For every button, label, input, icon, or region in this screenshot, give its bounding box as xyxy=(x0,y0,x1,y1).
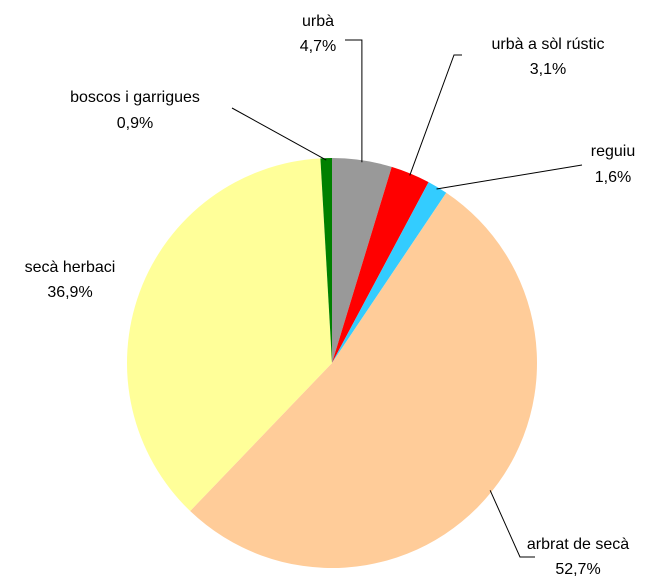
pie-slice xyxy=(332,182,447,363)
slice-value-label: 52,7% xyxy=(555,561,600,578)
leader-line xyxy=(489,490,535,558)
slice-label: boscos i garrigues xyxy=(70,89,200,106)
leader-line xyxy=(409,54,462,176)
slice-value-label: 36,9% xyxy=(47,284,92,301)
slice-label: urbà xyxy=(302,13,334,30)
pie-slice xyxy=(126,158,332,512)
slice-label: reguiu xyxy=(591,143,635,160)
slice-label: urbà a sòl rústic xyxy=(492,36,605,53)
slice-label: secà herbaci xyxy=(25,259,116,276)
slice-value-label: 3,1% xyxy=(530,61,566,78)
slice-label: arbrat de secà xyxy=(527,536,629,553)
slice-value-label: 0,9% xyxy=(117,115,153,132)
slice-value-label: 1,6% xyxy=(595,169,631,186)
pie-slice xyxy=(332,158,392,363)
pie-slice xyxy=(190,192,537,568)
slice-value-label: 4,7% xyxy=(300,38,336,55)
leader-line xyxy=(231,107,327,161)
pie-slice xyxy=(332,166,429,363)
pie-slice xyxy=(320,158,332,363)
leader-line xyxy=(436,164,583,190)
leader-line xyxy=(345,39,363,163)
